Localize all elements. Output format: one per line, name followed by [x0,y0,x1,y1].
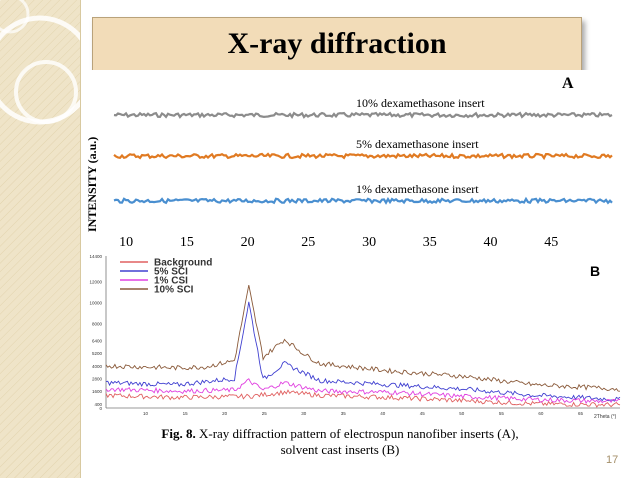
chart-a-panel-label: A [562,75,574,92]
caption-text-line2: solvent cast inserts (B) [280,442,400,457]
chart-b-y-tick-8: 10000 [89,300,102,305]
title-box: X-ray diffraction [92,17,582,71]
chart-b-legend-label-2: 1% CSI [154,276,188,287]
chart-b-x-tick-5: 35 [341,411,347,416]
page-number: 17 [606,454,619,466]
chart-b-y-tick-0: 0 [99,406,102,411]
caption-text: X-ray diffraction pattern of electrospun… [195,426,519,441]
slide-title: X-ray diffraction [227,27,447,60]
chart-a-series-label-0: 10% dexamethasone insert [356,96,485,110]
chart-b-panel-label: B [590,263,600,279]
caption-label: Fig. 8. [161,426,196,441]
chart-b-y-tick-6: 6400 [92,338,103,343]
chart-a-x-tick-7: 45 [544,235,558,250]
chart-a-series-line-0 [113,111,613,119]
chart-b-legend-label-3: 10% SCI [154,285,194,296]
chart-a: A INTENSITY (a.u.) 10% dexamethasone ins… [84,70,624,250]
chart-b-x-tick-11: 65 [578,411,584,416]
chart-a-x-tick-1: 15 [180,235,194,250]
chart-a-series-line-1 [113,152,613,161]
chart-b-legend-label-1: 5% SCI [154,267,188,278]
chart-a-x-tick-5: 35 [423,235,437,250]
chart-b-series-line-3 [105,285,621,392]
chart-b-x-tick-2: 20 [222,411,228,416]
decorative-circle-3 [0,0,30,34]
chart-b-y-tick-7: 8000 [92,322,103,327]
chart-b-y-tick-1: 400 [94,402,102,407]
chart-b-y-tick-3: 2800 [92,376,103,381]
figure-caption: Fig. 8. X-ray diffraction pattern of ele… [100,426,580,458]
chart-b-x-tick-10: 60 [538,411,544,416]
chart-b-x-tick-4: 30 [301,411,307,416]
chart-b-x-tick-1: 15 [183,411,189,416]
chart-b-series-line-0 [105,389,621,408]
chart-a-series-label-2: 1% dexamethasone insert [356,182,479,196]
decorative-sidebar [0,0,80,478]
chart-b-x-tick-6: 40 [380,411,386,416]
decorative-circle-2 [14,60,78,124]
chart-a-ylabel: INTENSITY (a.u.) [85,137,99,232]
chart-a-x-tick-4: 30 [362,235,376,250]
chart-b-legend-label-0: Background [154,258,212,269]
chart-a-x-tick-0: 10 [119,235,133,250]
chart-a-x-tick-3: 25 [301,235,315,250]
chart-a-series-label-1: 5% dexamethasone insert [356,137,479,151]
sidebar-divider [80,0,81,478]
chart-b-series-line-1 [105,301,621,402]
chart-a-series-line-2 [113,196,613,205]
chart-a-x-tick-6: 40 [484,235,498,250]
chart-b-y-tick-10: 14400 [89,254,102,259]
chart-b-x-tick-8: 50 [459,411,465,416]
chart-b-x-tick-0: 10 [143,411,149,416]
chart-b-x-unit: 2Theta (°) [594,414,617,420]
chart-b-series-line-2 [105,378,621,404]
chart-b-x-tick-7: 45 [420,411,426,416]
chart-b-x-tick-9: 55 [499,411,505,416]
chart-b-y-tick-4: 4000 [92,364,103,369]
chart-b-x-tick-3: 25 [262,411,268,416]
chart-b-y-tick-2: 1600 [92,389,103,394]
chart-b-y-tick-9: 12000 [89,279,102,284]
chart-b-y-tick-5: 5200 [92,351,103,356]
chart-a-x-tick-2: 20 [241,235,255,250]
